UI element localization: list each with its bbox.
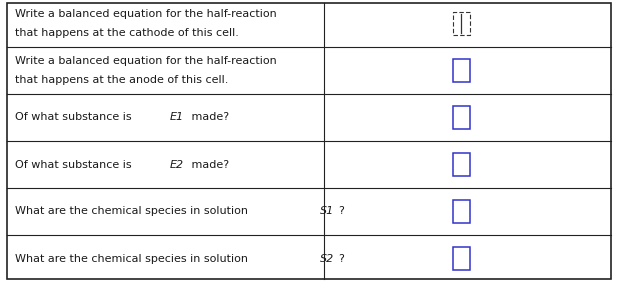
Text: Write a balanced equation for the half-reaction: Write a balanced equation for the half-r… <box>15 9 277 19</box>
Text: that happens at the anode of this cell.: that happens at the anode of this cell. <box>15 75 228 85</box>
Text: made?: made? <box>188 113 229 122</box>
Bar <box>452 247 470 270</box>
Text: that happens at the cathode of this cell.: that happens at the cathode of this cell… <box>15 28 239 38</box>
Text: E2: E2 <box>170 160 184 169</box>
Bar <box>452 106 470 129</box>
Text: S1: S1 <box>320 206 334 217</box>
Text: What are the chemical species in solution: What are the chemical species in solutio… <box>15 254 252 263</box>
Text: Of what substance is: Of what substance is <box>15 113 135 122</box>
Bar <box>452 59 470 82</box>
Text: E1: E1 <box>170 113 184 122</box>
Bar <box>452 153 470 176</box>
Text: ?: ? <box>339 254 344 263</box>
Text: made?: made? <box>188 160 229 169</box>
Text: S2: S2 <box>320 254 334 263</box>
Text: Write a balanced equation for the half-reaction: Write a balanced equation for the half-r… <box>15 56 277 66</box>
Text: What are the chemical species in solution: What are the chemical species in solutio… <box>15 206 252 217</box>
Bar <box>452 12 470 35</box>
Text: ?: ? <box>339 206 344 217</box>
Text: Of what substance is: Of what substance is <box>15 160 135 169</box>
Bar <box>452 200 470 223</box>
